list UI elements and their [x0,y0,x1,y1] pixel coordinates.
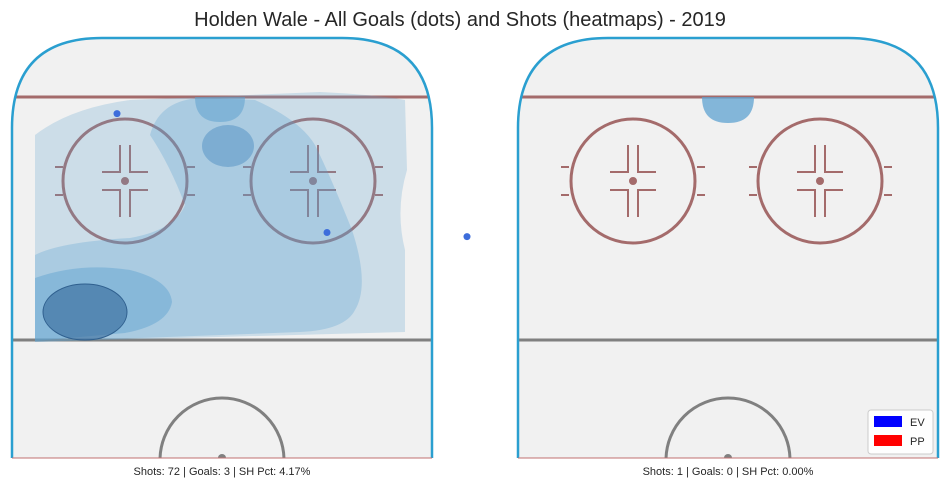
heatmap-peak-crease [702,97,754,123]
goal-dot [463,233,471,241]
center-dot [724,454,732,458]
heatmap-level-1 [35,92,407,342]
shot-heatmap-left [35,92,407,342]
panel-caption-left: Shots: 72 | Goals: 3 | SH Pct: 4.17% [134,466,311,478]
shot-heatmap-right [702,97,754,123]
rink-right: Shots: 1 | Goals: 0 | SH Pct: 0.00% EV P… [516,36,940,478]
faceoff-circle-left [55,117,195,245]
heatmap-peak-point [42,283,128,341]
legend: EV PP [867,409,934,455]
faceoff-circle-right [749,117,892,245]
ice-surface [12,38,432,458]
figure-title: Holden Wale - All Goals (dots) and Shots… [194,9,726,31]
legend-label-pp: PP [910,436,925,448]
faceoff-circle-left [561,117,705,245]
panel-caption-right: Shots: 1 | Goals: 0 | SH Pct: 0.00% [643,466,814,478]
boards [10,36,434,458]
rink-left: Shots: 72 | Goals: 3 | SH Pct: 4.17% [10,36,471,478]
rink-markings [518,95,938,458]
heatmap-level-2 [35,98,362,342]
heatmap-peak-crease [195,97,245,122]
center-circle [664,396,792,458]
boards [516,36,940,458]
goal-dots-left [113,110,471,241]
heatmap-peak-slot [202,125,254,167]
legend-swatch-pp [874,435,902,446]
center-dot [218,454,226,458]
faceoff-circle-right [243,117,383,245]
center-circle [158,396,286,458]
legend-swatch-ev [874,416,902,427]
ice-surface [518,38,938,458]
goal-dot [113,110,121,118]
goal-dot [323,229,331,236]
legend-label-ev: EV [910,417,925,429]
